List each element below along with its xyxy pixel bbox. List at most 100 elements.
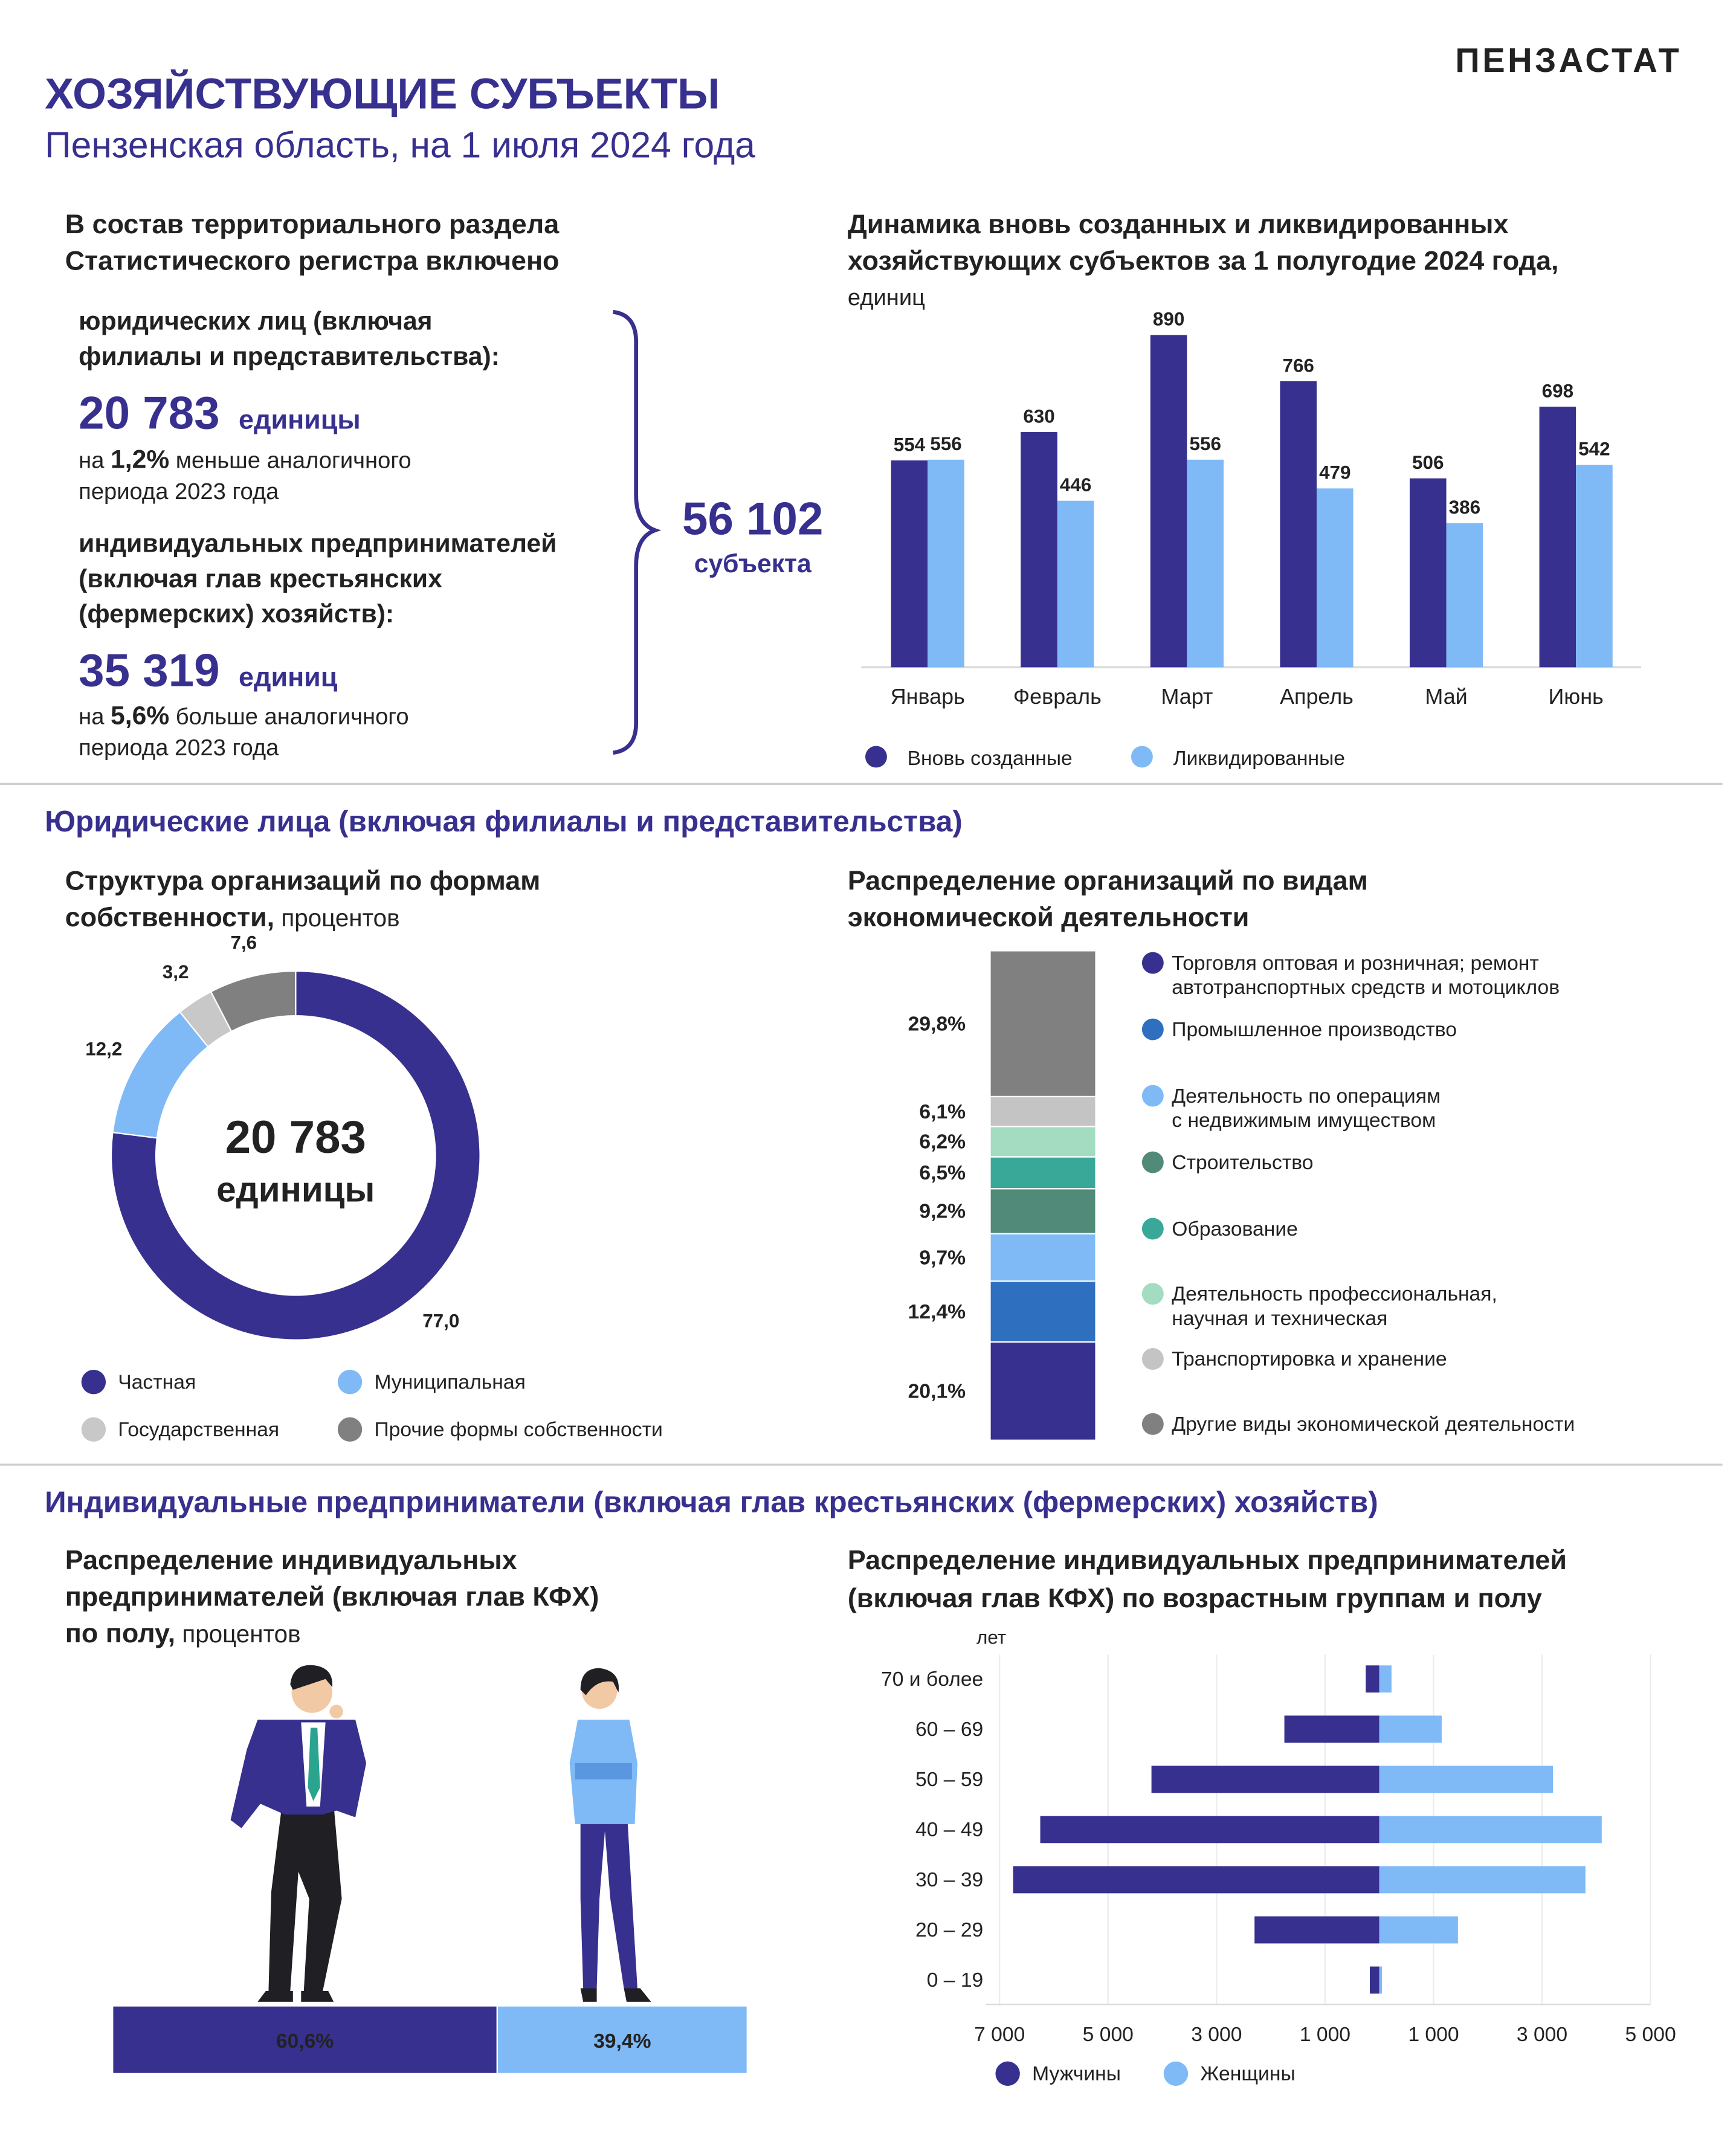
bar <box>1379 1766 1553 1793</box>
total-unit: субъекта <box>694 549 812 578</box>
segment <box>989 1095 1097 1127</box>
summary-heading: В состав территориального раздела <box>65 208 560 239</box>
chart-title: хозяйствующих субъектов за 1 полугодие 2… <box>848 245 1559 276</box>
chart-title: по полу, процентов <box>65 1618 301 1648</box>
value-label: 12,2 <box>85 1038 122 1059</box>
legal-label: юридических лиц (включая <box>79 306 432 335</box>
bar-segment <box>496 2005 748 2074</box>
value-label: 556 <box>1190 433 1221 454</box>
chart-title: (включая глав КФХ) по возрастным группам… <box>848 1582 1542 1613</box>
x-tick-label: Март <box>1161 684 1213 709</box>
chart-subtitle: единиц <box>848 285 925 311</box>
bar <box>1057 500 1094 668</box>
legal-note: периода 2023 года <box>79 479 279 505</box>
value-label: 29,8% <box>908 1013 966 1035</box>
ip-value: 35 319 <box>79 645 219 697</box>
brace <box>612 309 662 755</box>
legal-note: на 1,2% меньше аналогичного <box>79 445 411 474</box>
ip-label: (включая глав крестьянских <box>79 564 442 593</box>
y-tick-label: 30 – 39 <box>915 1869 983 1891</box>
legend-label: Другие виды экономической деятельности <box>1172 1413 1575 1436</box>
value-label: 506 <box>1412 452 1444 473</box>
chart-subtitle: процентов <box>175 1620 300 1648</box>
y-tick-label: 60 – 69 <box>915 1718 983 1741</box>
bar <box>1379 1866 1586 1894</box>
legend-label: Образование <box>1172 1218 1298 1240</box>
bar <box>1379 1816 1602 1844</box>
bar <box>1576 465 1613 668</box>
legend-marker <box>1141 1085 1164 1107</box>
chart-title: Структура организаций по формам <box>65 865 541 895</box>
note-text: меньше аналогичного <box>169 447 411 473</box>
legend-label: Государственная <box>118 1419 279 1441</box>
legend-label: Деятельность профессиональная, <box>1172 1283 1497 1305</box>
ip-note: периода 2023 года <box>79 735 279 761</box>
value-label: 556 <box>930 433 961 454</box>
legal-value: 20 783 <box>79 387 219 439</box>
value-label: 6,5% <box>919 1162 966 1184</box>
bar <box>1379 1916 1458 1944</box>
legend-label: научная и техническая <box>1172 1308 1387 1330</box>
legend-label: с недвижимым имуществом <box>1172 1109 1436 1132</box>
page-title: ХОЗЯЙСТВУЮЩИЕ СУБЪЕКТЫ <box>45 69 720 118</box>
bar <box>1316 488 1354 668</box>
segment <box>989 1156 1097 1190</box>
value-label: 60,6% <box>276 2030 334 2053</box>
legal-unit: единицы <box>239 404 361 434</box>
legend-marker <box>1141 1413 1164 1435</box>
legend-label: Муниципальная <box>374 1371 525 1393</box>
legend-marker <box>865 746 887 768</box>
chart-title: Распределение индивидуальных <box>65 1544 517 1575</box>
note-text: на <box>79 704 111 730</box>
x-tick-label: Февраль <box>1013 684 1102 709</box>
value-label: 3,2 <box>163 961 189 982</box>
ip-label: (фермерских) хозяйств): <box>79 599 394 628</box>
note-percent: 1,2% <box>111 445 169 474</box>
section-title: Индивидуальные предприниматели (включая … <box>45 1486 1378 1519</box>
bar <box>1021 432 1057 668</box>
value-label: 542 <box>1578 439 1610 460</box>
legend-label: автотранспортных средств и мотоциклов <box>1172 976 1560 999</box>
chart-title: собственности, процентов <box>65 902 400 932</box>
value-label: 77,0 <box>422 1310 459 1331</box>
pie-slice <box>112 1011 209 1139</box>
x-tick-label: Май <box>1425 684 1467 709</box>
bar-segment <box>112 2005 498 2074</box>
legend-marker <box>1141 1018 1164 1040</box>
legend-label: Деятельность по операциям <box>1172 1085 1441 1108</box>
bar <box>1369 1966 1379 1994</box>
chart-title: Распределение индивидуальных предпринима… <box>848 1544 1567 1575</box>
page-subtitle: Пензенская область, на 1 июля 2024 года <box>45 124 755 165</box>
chart-title: предпринимателей (включая глав КФХ) <box>65 1581 599 1612</box>
value-label: 6,1% <box>919 1101 966 1123</box>
y-tick-label: 40 – 49 <box>915 1819 983 1841</box>
value-label: 554 <box>894 434 926 455</box>
legal-label: филиалы и представительства): <box>79 342 500 371</box>
section-title: Юридические лица (включая филиалы и пред… <box>45 805 963 838</box>
bar <box>1187 459 1224 668</box>
legend-label: Вновь созданные <box>908 747 1073 770</box>
center-value: 20 783 <box>225 1112 366 1163</box>
legend-marker <box>1163 2061 1189 2086</box>
summary-heading: Статистического регистра включено <box>65 245 560 276</box>
value-label: 630 <box>1023 405 1054 427</box>
y-axis-label: лет <box>976 1627 1006 1648</box>
bar <box>1409 478 1447 668</box>
x-tick-label: 1 000 <box>1408 2024 1459 2046</box>
y-tick-label: 70 и более <box>881 1668 983 1691</box>
note-text: больше аналогичного <box>169 704 408 730</box>
note-text: на <box>79 447 111 473</box>
legend-marker <box>81 1417 106 1442</box>
y-tick-label: 20 – 29 <box>915 1919 983 1941</box>
value-label: 479 <box>1319 462 1350 483</box>
chart-title: экономической деятельности <box>848 902 1250 932</box>
segment <box>989 1188 1097 1234</box>
value-label: 446 <box>1060 474 1091 495</box>
illustration-man <box>230 1665 367 2002</box>
chart-title: Динамика вновь созданных и ликвидированн… <box>848 208 1509 239</box>
legend-marker <box>1141 1348 1164 1370</box>
bar <box>891 460 928 668</box>
value-label: 386 <box>1449 497 1480 518</box>
